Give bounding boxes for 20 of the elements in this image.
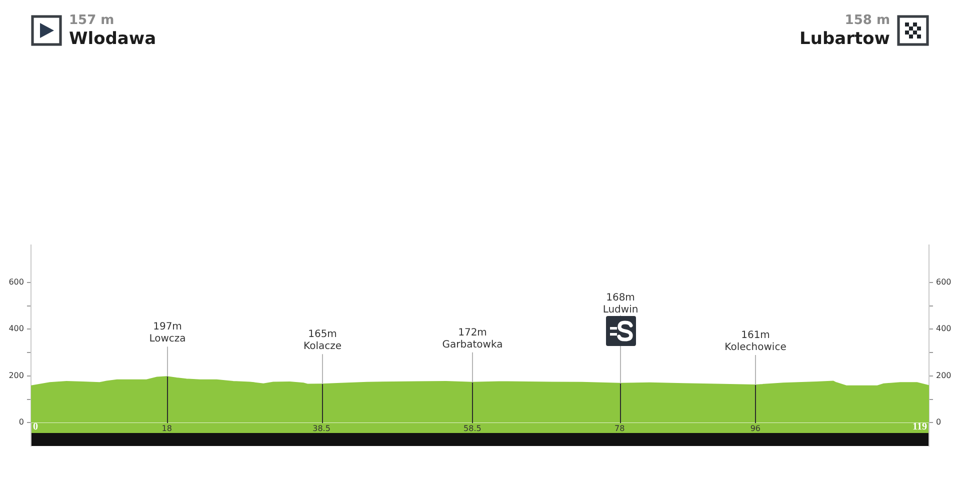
y2-tick-label: 600 [936, 277, 952, 286]
ref-line-label: 172m Garbatowka [442, 327, 503, 350]
x-tick-label: 18 [162, 424, 172, 434]
ref-line-label: 168m Ludwin [602, 292, 638, 316]
ref-line-label: 197m Lowcza [149, 322, 186, 345]
y2-tick-label: 200 [936, 370, 952, 380]
y-tick-label: 600 [8, 277, 24, 286]
x-tick-label: 78 [614, 424, 625, 434]
y2-tick-label: 400 [936, 324, 952, 334]
x-tick-label: 58.5 [464, 424, 482, 434]
text: 157 m Wlodawa [69, 13, 156, 49]
ref-line-label: 161m Kolechowice [724, 330, 786, 353]
text: 158 m Lubartow [800, 13, 890, 49]
x-tick-label: 96 [750, 424, 761, 434]
x-tick-label: 0 [33, 422, 38, 433]
y-tick-label: 200 [8, 370, 24, 380]
y-tick-label: 400 [8, 324, 24, 334]
x-tick-label: 38.5 [312, 424, 330, 434]
x-tick-label: 119 [912, 422, 927, 433]
ref-line-label: 165m Kolacze [304, 329, 342, 352]
